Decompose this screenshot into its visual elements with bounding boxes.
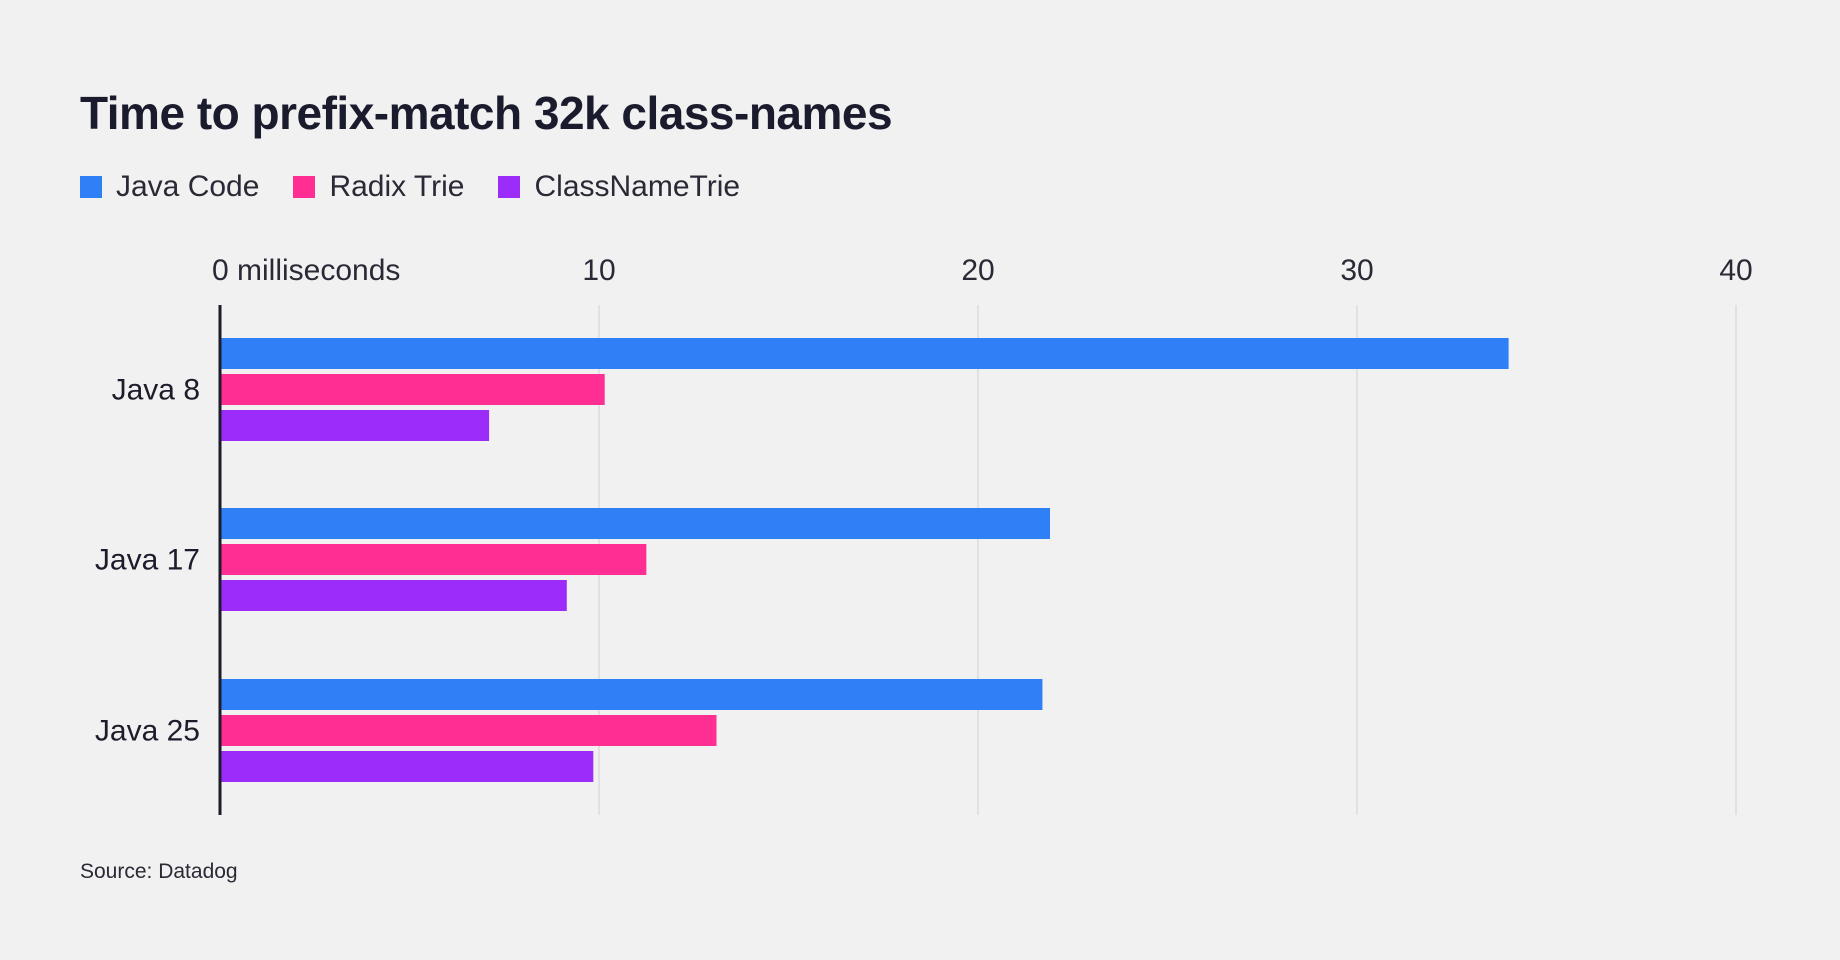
legend-swatch-classnametrie [498, 176, 521, 198]
chart-title: Time to prefix-match 32k class-names [80, 87, 893, 139]
bar-java-17-radix-trie [220, 544, 647, 575]
category-label-java-8: Java 8 [112, 374, 200, 407]
bar-java-17-classnametrie [220, 580, 567, 611]
bar-java-8-classnametrie [220, 410, 490, 441]
source-note: Source: Datadog [80, 860, 238, 883]
legend-label-classnametrie: ClassNameTrie [534, 170, 741, 203]
bar-java-8-radix-trie [220, 374, 605, 405]
category-label-java-25: Java 25 [95, 715, 200, 748]
bar-java-8-java-code [220, 338, 1509, 369]
legend: Java Code Radix Trie ClassNameTrie [80, 170, 774, 204]
x-tick-label-30: 30 [1340, 254, 1373, 287]
legend-item-java-code: Java Code [80, 170, 259, 204]
bar-java-25-radix-trie [220, 715, 717, 746]
legend-item-classnametrie: ClassNameTrie [498, 170, 740, 204]
legend-label-java-code: Java Code [116, 170, 260, 203]
legend-item-radix-trie: Radix Trie [293, 170, 464, 204]
x-tick-label-20: 20 [961, 254, 994, 287]
x-tick-label-0: 0 milliseconds [212, 254, 400, 287]
bar-java-17-java-code [220, 508, 1051, 539]
bar-java-25-java-code [220, 679, 1043, 710]
category-label-java-17: Java 17 [95, 544, 200, 577]
legend-label-radix-trie: Radix Trie [329, 170, 465, 203]
x-tick-label-10: 10 [582, 254, 615, 287]
legend-swatch-java-code [80, 176, 102, 198]
bar-java-25-classnametrie [220, 751, 594, 782]
x-tick-label-40: 40 [1719, 254, 1752, 287]
legend-swatch-radix-trie [293, 176, 316, 198]
